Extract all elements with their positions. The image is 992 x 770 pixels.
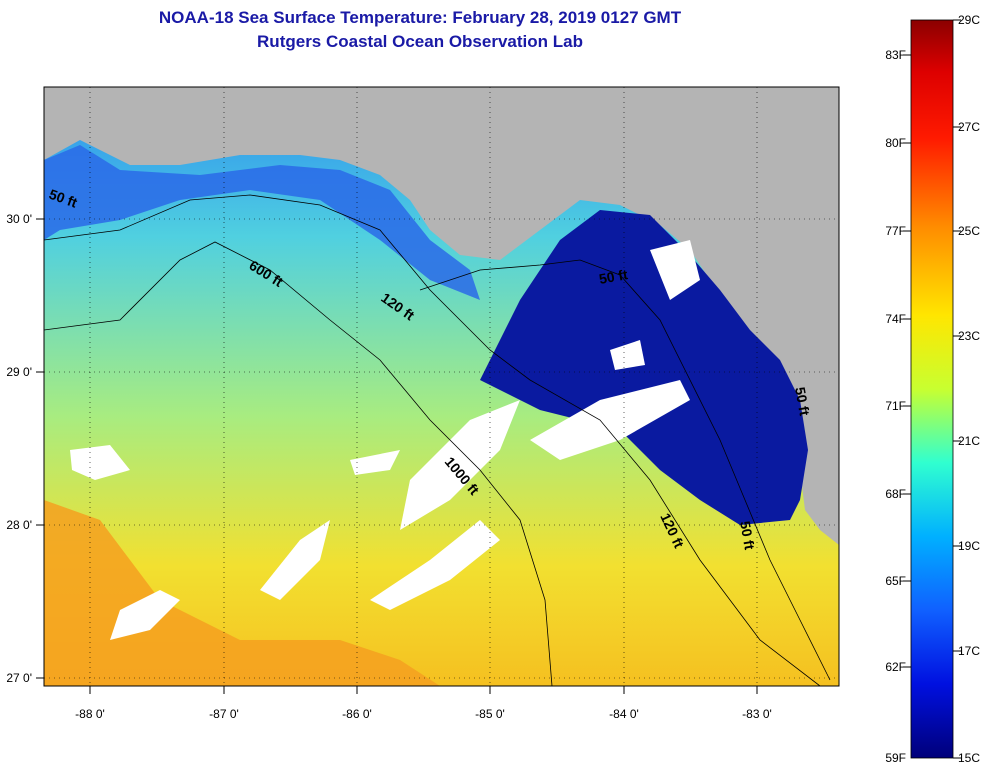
- colorbar-c-label: 17C: [958, 644, 980, 658]
- colorbar-f-label: 71F: [885, 399, 906, 413]
- cool-water-band: [44, 145, 480, 300]
- colorbar-f-label: 83F: [885, 48, 906, 62]
- colorbar-f-label: 80F: [885, 136, 906, 150]
- lat-tick-label: 28 0': [6, 518, 32, 532]
- lon-tick-label: -84 0': [609, 707, 639, 721]
- colorbar-c-label: 29C: [958, 13, 980, 27]
- colorbar-c-label: 21C: [958, 434, 980, 448]
- isobath-lines: [44, 194, 831, 686]
- lon-tick-label: -87 0': [209, 707, 239, 721]
- colorbar-c-label: 19C: [958, 539, 980, 553]
- land-mass: [44, 87, 839, 545]
- colorbar-c-label: 23C: [958, 329, 980, 343]
- contour-label: 50 ft: [792, 386, 813, 417]
- map-frame: [43, 86, 840, 687]
- colorbar-c-label: 27C: [958, 120, 980, 134]
- map-title: NOAA-18 Sea Surface Temperature: Februar…: [158, 8, 682, 27]
- map-subtitle: Rutgers Coastal Ocean Observation Lab: [257, 32, 583, 51]
- warm-water-patch: [44, 500, 440, 686]
- contour-label: 50 ft: [737, 520, 758, 551]
- axis-ticks: [36, 218, 758, 694]
- colorbar-c-label: 25C: [958, 224, 980, 238]
- colorbar-f-label: 59F: [885, 751, 906, 765]
- contour-label: 50 ft: [598, 266, 629, 287]
- lon-tick-label: -85 0': [475, 707, 505, 721]
- colorbar-f-label: 62F: [885, 660, 906, 674]
- colorbar: [910, 19, 954, 759]
- lat-tick-label: 30 0': [6, 212, 32, 226]
- lat-tick-label: 27 0': [6, 671, 32, 685]
- colorbar-ticks: [903, 19, 961, 759]
- lat-tick-label: 29 0': [6, 365, 32, 379]
- map-raster: 50 ft 600 ft 120 ft 50 ft 1000 ft 120 ft…: [44, 87, 839, 686]
- lon-tick-label: -83 0': [742, 707, 772, 721]
- colorbar-f-label: 77F: [885, 224, 906, 238]
- colorbar-c-label: 15C: [958, 751, 980, 765]
- colorbar-f-label: 65F: [885, 574, 906, 588]
- colorbar-f-label: 68F: [885, 487, 906, 501]
- lon-tick-label: -88 0': [75, 707, 105, 721]
- lon-tick-label: -86 0': [342, 707, 372, 721]
- colorbar-f-label: 74F: [885, 312, 906, 326]
- cold-shelf-water: [480, 210, 808, 525]
